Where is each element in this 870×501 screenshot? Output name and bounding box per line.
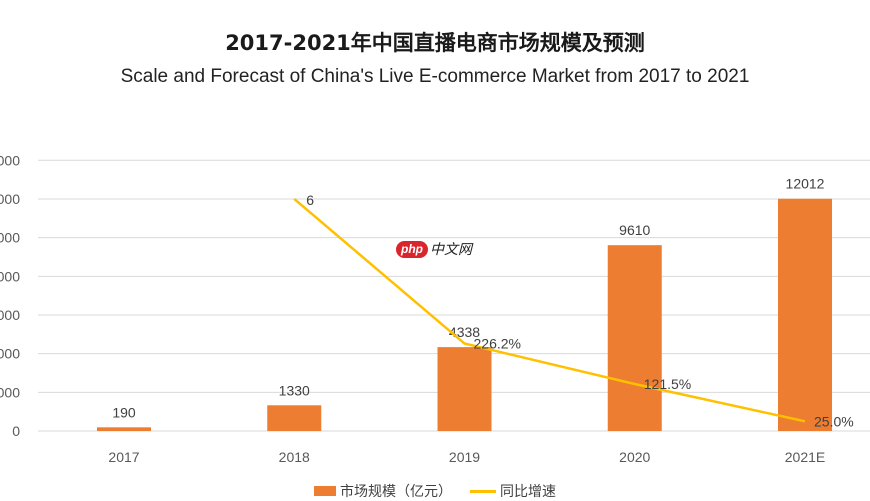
growth-line — [293, 198, 806, 423]
bar-2018 — [267, 405, 322, 431]
line-label-2020: 121.5% — [644, 376, 691, 392]
x-tick-label: 2021E — [785, 449, 825, 465]
watermark-text: 中文网 — [430, 242, 472, 258]
legend-item-growth: 同比增速 — [470, 481, 556, 501]
bar-2019 — [437, 347, 492, 431]
x-axis-ticks: 2017 2018 2019 2020 2021E — [108, 449, 825, 465]
bar-series — [97, 198, 832, 431]
y-tick-label: 0 — [12, 423, 20, 439]
y-tick-label: 000 — [0, 230, 20, 246]
bar-2020 — [607, 245, 662, 431]
line-label-2018: 6 — [306, 192, 314, 208]
y-tick-label: 000 — [0, 152, 20, 168]
chart-title: 2017-2021年中国直播电商市场规模及预测 — [225, 31, 645, 55]
y-tick-label: 000 — [0, 346, 20, 362]
y-tick-label: 000 — [0, 191, 20, 207]
legend-item-market-size: 市场规模（亿元） — [314, 481, 452, 501]
line-series — [293, 198, 806, 423]
chart-subtitle: Scale and Forecast of China's Live E-com… — [120, 66, 750, 87]
legend-swatch-line — [470, 489, 496, 493]
line-label-2021E: 25.0% — [814, 413, 854, 429]
x-tick-label: 2020 — [619, 449, 650, 465]
bar-label-2020: 9610 — [619, 222, 650, 238]
bar-label-2021E: 12012 — [786, 176, 825, 192]
watermark: php 中文网 — [396, 240, 472, 258]
line-label-2019: 226.2% — [474, 336, 521, 352]
line-data-labels: 6 226.2% 121.5% 25.0% — [306, 192, 853, 429]
y-tick-label: 000 — [0, 307, 20, 323]
y-tick-label: 000 — [0, 384, 20, 400]
bar-2021E — [778, 198, 832, 431]
legend-swatch-bar — [314, 486, 336, 496]
y-tick-label: 000 — [0, 268, 20, 284]
watermark-logo: php — [396, 240, 428, 258]
x-tick-label: 2017 — [108, 449, 139, 465]
bar-label-2018: 1330 — [279, 382, 310, 398]
x-tick-label: 2018 — [279, 449, 310, 465]
bar-2017 — [97, 427, 151, 431]
legend: 市场规模（亿元） 同比增速 — [0, 481, 870, 501]
legend-label: 市场规模（亿元） — [340, 484, 452, 500]
legend-label: 同比增速 — [500, 484, 556, 500]
bar-label-2017: 190 — [112, 404, 136, 420]
x-tick-label: 2019 — [449, 449, 480, 465]
